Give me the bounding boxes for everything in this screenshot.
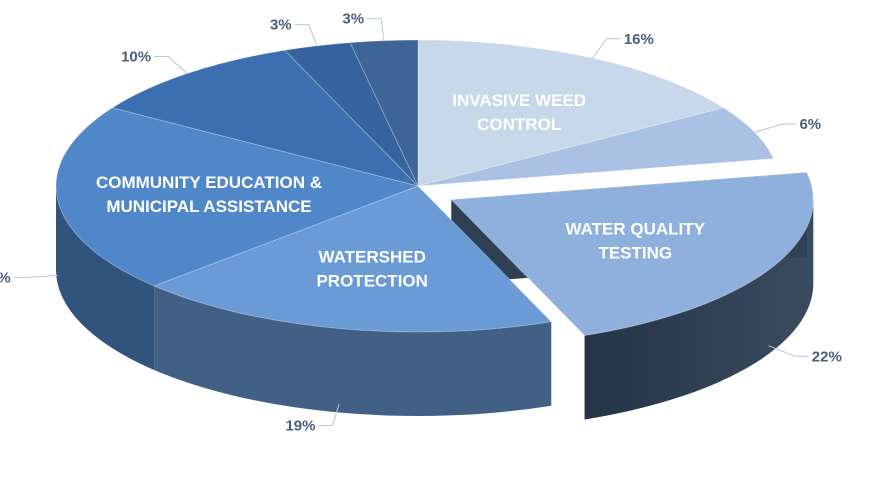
leader-line-slice-7 (294, 24, 318, 46)
category-label-water-quality-testing: WATER QUALITY TESTING (566, 220, 706, 263)
leader-line-watershed-protection (318, 403, 340, 427)
value-label-slice-7: 3% (270, 17, 292, 34)
value-label-water-quality-testing: 22% (812, 348, 842, 365)
pie-slice-water-quality-testing (450, 171, 814, 337)
leader-line-slice-6 (154, 56, 188, 74)
value-label-slice-6: 10% (121, 49, 151, 66)
value-label-invasive-weed-control: 16% (624, 31, 654, 48)
value-label-watershed-protection: 19% (285, 418, 315, 435)
pie-slice-watershed-protection (152, 185, 553, 333)
pie-slice-slice-7 (283, 42, 419, 187)
pie-slice-community-education-municipal-assistance (55, 107, 420, 287)
value-label-slice-8: 3% (342, 11, 364, 28)
leader-line-slice-8 (367, 18, 385, 41)
leader-line-community-education-municipal-assistance (13, 274, 58, 278)
leader-line-invasive-weed-control (591, 38, 621, 59)
pie-side-water-quality-testing (584, 199, 814, 420)
category-label-invasive-weed-control: INVASIVE WEED CONTROL (452, 91, 586, 134)
category-label-watershed-protection: WATERSHED PROTECTION (316, 248, 427, 291)
pie-slice-slice-8 (349, 39, 419, 187)
pie-side-community-education-municipal-assistance (55, 186, 155, 370)
category-label-community-education-municipal-assistance: COMMUNITY EDUCATION & MUNICIPAL ASSISTANC… (96, 173, 322, 216)
pie-slice-invasive-weed-control (417, 39, 725, 187)
pie-slice-slice-2 (417, 107, 775, 187)
value-label-community-education-municipal-assistance: 21% (0, 269, 11, 286)
leader-line-slice-2 (754, 123, 797, 133)
value-label-slice-2: 6% (799, 116, 821, 133)
leader-line-water-quality-testing (768, 345, 809, 357)
pie-side-watershed-protection (154, 285, 552, 416)
pie-slice-slice-6 (111, 49, 420, 187)
